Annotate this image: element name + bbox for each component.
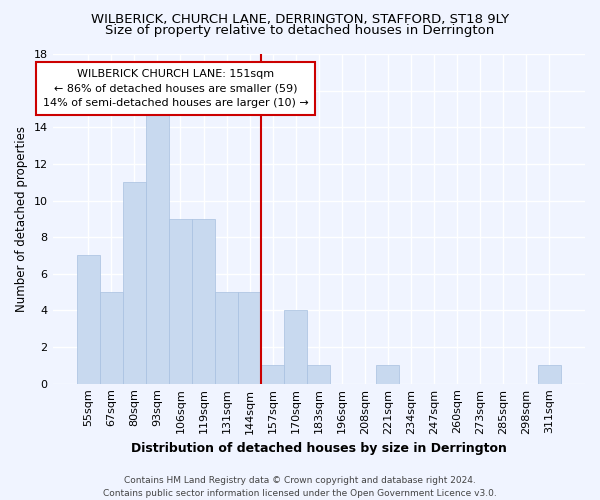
Text: WILBERICK, CHURCH LANE, DERRINGTON, STAFFORD, ST18 9LY: WILBERICK, CHURCH LANE, DERRINGTON, STAF… (91, 12, 509, 26)
Bar (192, 219, 215, 384)
Bar (376, 366, 400, 384)
Bar (307, 366, 330, 384)
Bar (284, 310, 307, 384)
Bar (77, 256, 100, 384)
Bar (261, 366, 284, 384)
Bar (146, 109, 169, 384)
Text: Size of property relative to detached houses in Derrington: Size of property relative to detached ho… (106, 24, 494, 37)
Text: WILBERICK CHURCH LANE: 151sqm
← 86% of detached houses are smaller (59)
14% of s: WILBERICK CHURCH LANE: 151sqm ← 86% of d… (43, 68, 309, 108)
Bar (169, 219, 192, 384)
Bar (123, 182, 146, 384)
X-axis label: Distribution of detached houses by size in Derrington: Distribution of detached houses by size … (131, 442, 507, 455)
Bar (100, 292, 123, 384)
Bar (215, 292, 238, 384)
Text: Contains HM Land Registry data © Crown copyright and database right 2024.
Contai: Contains HM Land Registry data © Crown c… (103, 476, 497, 498)
Bar (538, 366, 561, 384)
Y-axis label: Number of detached properties: Number of detached properties (15, 126, 28, 312)
Bar (238, 292, 261, 384)
